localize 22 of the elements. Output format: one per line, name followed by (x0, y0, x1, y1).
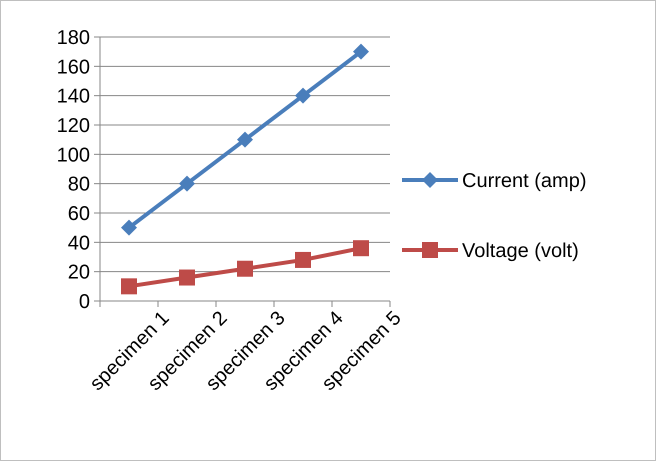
y-tick-label: 120 (56, 115, 90, 137)
y-tick-label: 60 (68, 203, 90, 225)
point (179, 176, 195, 192)
y-tick-label: 20 (68, 262, 90, 284)
y-tick-label: 160 (56, 56, 90, 78)
point (121, 278, 137, 294)
point (353, 44, 369, 60)
legend-label: Voltage (volt) (462, 240, 579, 262)
point (237, 260, 253, 277)
point (295, 252, 311, 268)
y-tick-label: 0 (78, 291, 90, 313)
point (353, 240, 369, 256)
point (237, 132, 253, 148)
y-tick-label: 140 (56, 86, 90, 108)
y-tick-label: 40 (68, 232, 90, 254)
legend-label: Current (amp) (462, 170, 586, 192)
point (121, 220, 137, 236)
y-tick-label: 180 (56, 27, 90, 49)
y-tick-label: 80 (68, 174, 90, 196)
point (179, 270, 195, 286)
point (295, 88, 311, 104)
y-tick-label: 100 (56, 144, 90, 166)
